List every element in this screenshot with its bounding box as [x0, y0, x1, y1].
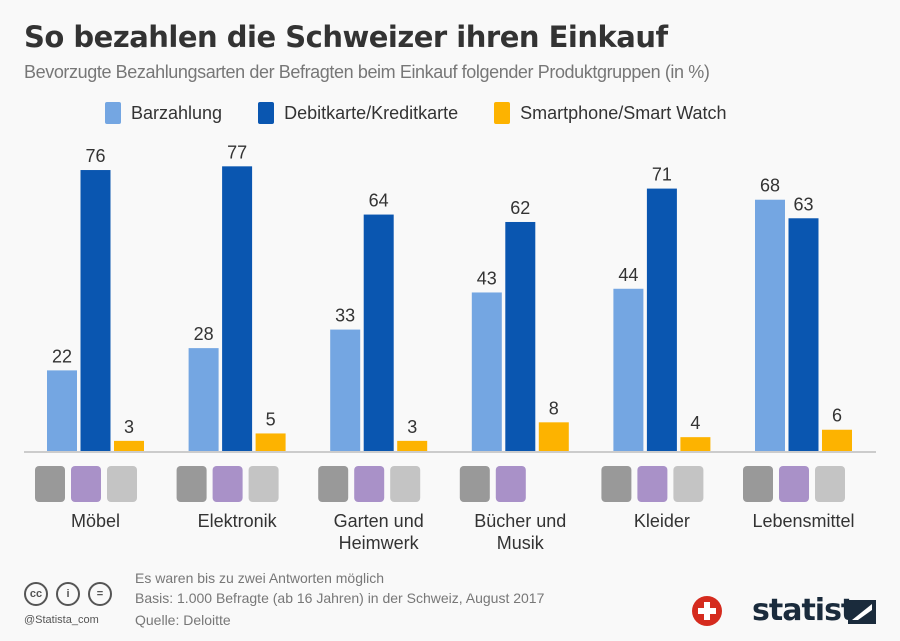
sofa-icon	[35, 466, 65, 502]
category-label-line: Kleider	[633, 511, 690, 531]
data-label: 28	[194, 324, 214, 344]
statista-handle: @Statista_com	[24, 614, 99, 626]
chart-subtitle: Bevorzugte Bezahlungsarten der Befragten…	[24, 62, 710, 82]
bar	[788, 218, 819, 452]
watering-can-icon	[318, 466, 349, 502]
data-label: 76	[85, 146, 105, 166]
phone-icon	[248, 466, 279, 502]
bar	[471, 292, 502, 452]
legend-label: Debitkarte/Kreditkarte	[284, 102, 459, 123]
footnote: Es waren bis zu zwei Antworten möglich	[135, 570, 384, 586]
no-derivatives-icon: =	[88, 582, 112, 606]
shovel-icon	[354, 466, 385, 502]
bar	[330, 329, 361, 452]
category-label-line: Elektronik	[197, 511, 277, 531]
attribution-icon: i	[56, 582, 80, 606]
data-label: 3	[407, 417, 417, 437]
bar	[397, 440, 428, 452]
bar	[538, 422, 569, 452]
category-label: Garten und Heimwerk	[308, 510, 449, 554]
legend-swatch	[258, 102, 275, 124]
cabinet-icon	[107, 466, 137, 502]
basket-icon	[743, 466, 773, 502]
bar	[646, 188, 677, 452]
legend-item-smartphone: Smartphone/Smart Watch	[494, 102, 727, 124]
data-label: 63	[793, 194, 813, 214]
data-label: 68	[760, 176, 780, 196]
bar	[755, 199, 785, 452]
bar	[114, 440, 144, 452]
data-label: 64	[369, 191, 389, 211]
legend-label: Smartphone/Smart Watch	[520, 102, 727, 123]
legend-swatch	[105, 102, 121, 124]
bar	[680, 437, 711, 452]
bar	[613, 288, 644, 452]
banana-icon	[779, 466, 809, 502]
category-label-line: Garten und	[333, 511, 424, 531]
basis-note: Basis: 1.000 Befragte (ab 16 Jahren) in …	[135, 590, 545, 606]
bar	[188, 348, 219, 452]
bar	[80, 170, 111, 453]
legend-swatch	[494, 102, 511, 124]
category-label: Lebensmittel	[733, 510, 874, 532]
statista-logo-icon	[848, 600, 876, 624]
bar	[222, 166, 253, 452]
category-label: Möbel	[25, 510, 166, 532]
data-label: 43	[477, 268, 497, 288]
data-label: 8	[549, 398, 559, 418]
data-label: 3	[124, 417, 134, 437]
dress-icon	[601, 466, 632, 502]
legend-item-card: Debitkarte/Kreditkarte	[258, 102, 458, 124]
source: Quelle: Deloitte	[135, 612, 231, 628]
hoodie-icon	[637, 466, 668, 502]
bar	[47, 370, 77, 452]
category-label-line: Lebensmittel	[752, 511, 855, 531]
camera-icon	[212, 466, 243, 502]
bar	[255, 433, 286, 452]
category-label-line: Bücher und	[474, 511, 567, 531]
category-label-line: Heimwerk	[338, 533, 419, 553]
bar	[505, 221, 536, 452]
legend-item-cash: Barzahlung	[105, 102, 222, 124]
data-label: 44	[618, 265, 638, 285]
hammer-icon	[390, 466, 421, 502]
data-label: 5	[266, 409, 276, 429]
bar	[822, 429, 852, 452]
chart-title: So bezahlen die Schweizer ihren Einkauf	[24, 20, 668, 54]
boot-icon	[673, 466, 704, 502]
legend-label: Barzahlung	[131, 102, 223, 123]
data-label: 4	[690, 413, 700, 433]
legend: Barzahlung Debitkarte/Kreditkarte Smartp…	[105, 102, 727, 124]
data-label: 6	[832, 406, 842, 426]
books-icon	[459, 466, 490, 502]
category-label: Elektronik	[167, 510, 308, 532]
category-label-line: Musik	[496, 533, 544, 553]
swiss-flag-icon	[692, 596, 722, 626]
laptop-icon	[176, 466, 207, 502]
category-label: Bücher und Musik	[450, 510, 591, 554]
apple-icon	[815, 466, 845, 502]
lamp-icon	[71, 466, 101, 502]
cc-icon: cc	[24, 582, 48, 606]
data-label: 71	[652, 165, 672, 185]
category-label: Kleider	[591, 510, 732, 532]
data-label: 22	[52, 346, 72, 366]
category-label-line: Möbel	[70, 511, 121, 531]
music-note-icon	[495, 466, 526, 502]
data-label: 62	[510, 198, 530, 218]
data-label: 77	[227, 142, 247, 162]
data-label: 33	[335, 306, 355, 326]
bar	[363, 214, 394, 452]
